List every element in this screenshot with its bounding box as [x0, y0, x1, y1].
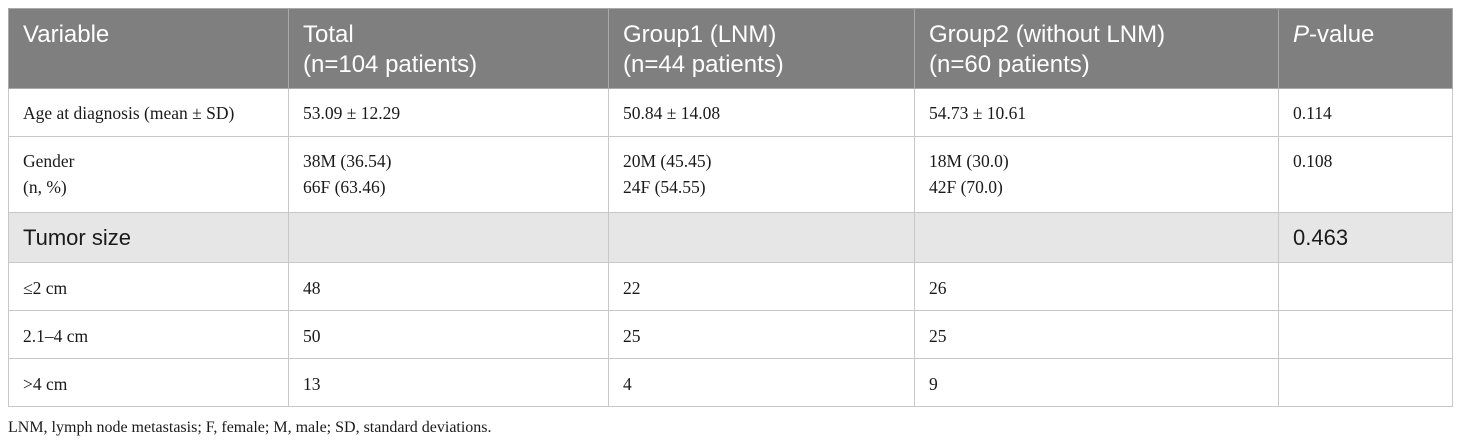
cell-p-value: [1278, 310, 1453, 359]
table-row: >4 cm 13 4 9: [8, 358, 1453, 407]
cell-group2-female: 42F (70.0): [929, 177, 1003, 197]
header-group2-count: (n=60 patients): [929, 51, 1090, 78]
header-group1: Group1 (LNM) (n=44 patients): [608, 8, 915, 89]
cell-variable-line1: Gender: [23, 151, 75, 171]
table-row: ≤2 cm 48 22 26: [8, 262, 1453, 311]
header-p-rest: -value: [1309, 21, 1375, 48]
data-table-container: Variable Total (n=104 patients) Group1 (…: [8, 8, 1453, 407]
cell-group2: 18M (30.0) 42F (70.0): [914, 136, 1279, 213]
header-group1-label: Group1 (LNM): [623, 21, 777, 48]
header-p-italic: P: [1293, 21, 1310, 48]
cell-group2-male: 18M (30.0): [929, 151, 1009, 171]
cell-variable: ≤2 cm: [8, 262, 289, 311]
cell-group2: 54.73 ± 10.61: [914, 88, 1279, 137]
cell-total: [288, 212, 609, 263]
cell-group1: 22: [608, 262, 915, 311]
cell-p-value: 0.108: [1278, 136, 1453, 213]
cell-variable: >4 cm: [8, 358, 289, 407]
cell-group1: [608, 212, 915, 263]
cell-variable: Age at diagnosis (mean ± SD): [8, 88, 289, 137]
cell-group1-male: 20M (45.45): [623, 151, 712, 171]
cell-p-value: [1278, 262, 1453, 311]
cell-group1: 50.84 ± 14.08: [608, 88, 915, 137]
table-row: Age at diagnosis (mean ± SD) 53.09 ± 12.…: [8, 88, 1453, 137]
cell-total: 13: [288, 358, 609, 407]
cell-group2: 25: [914, 310, 1279, 359]
cell-total: 53.09 ± 12.29: [288, 88, 609, 137]
header-group2: Group2 (without LNM) (n=60 patients): [914, 8, 1279, 89]
cell-variable: 2.1–4 cm: [8, 310, 289, 359]
table-footnote: LNM, lymph node metastasis; F, female; M…: [8, 419, 492, 436]
cell-group1-female: 24F (54.55): [623, 177, 706, 197]
cell-total-female: 66F (63.46): [303, 177, 386, 197]
header-variable-label: Variable: [23, 21, 110, 48]
header-p-value: P-value: [1278, 8, 1453, 89]
header-total: Total (n=104 patients): [288, 8, 609, 89]
cell-group1: 20M (45.45) 24F (54.55): [608, 136, 915, 213]
cell-p-value: 0.463: [1278, 212, 1453, 263]
header-group2-label: Group2 (without LNM): [929, 21, 1166, 48]
cell-total: 50: [288, 310, 609, 359]
cell-variable: Gender (n, %): [8, 136, 289, 213]
cell-total-male: 38M (36.54): [303, 151, 392, 171]
header-variable: Variable: [8, 8, 289, 89]
header-row: Variable Total (n=104 patients) Group1 (…: [8, 8, 1453, 89]
header-total-label: Total: [303, 21, 354, 48]
cell-variable: Tumor size: [8, 212, 289, 263]
table-row: Gender (n, %) 38M (36.54) 66F (63.46) 20…: [8, 136, 1453, 213]
header-group1-count: (n=44 patients): [623, 51, 784, 78]
cell-p-value: 0.114: [1278, 88, 1453, 137]
cell-total: 48: [288, 262, 609, 311]
header-p-value-label: P-value: [1293, 20, 1438, 50]
header-total-count: (n=104 patients): [303, 51, 478, 78]
table-row: 2.1–4 cm 50 25 25: [8, 310, 1453, 359]
cell-total: 38M (36.54) 66F (63.46): [288, 136, 609, 213]
cell-group2: 9: [914, 358, 1279, 407]
table-row-section: Tumor size 0.463: [8, 212, 1453, 263]
table-header: Variable Total (n=104 patients) Group1 (…: [8, 8, 1453, 89]
table-body: Age at diagnosis (mean ± SD) 53.09 ± 12.…: [8, 88, 1453, 407]
cell-group2: [914, 212, 1279, 263]
cell-p-value: [1278, 358, 1453, 407]
cell-group2: 26: [914, 262, 1279, 311]
patient-characteristics-table: Variable Total (n=104 patients) Group1 (…: [8, 8, 1453, 407]
cell-group1: 25: [608, 310, 915, 359]
cell-group1: 4: [608, 358, 915, 407]
cell-variable-line2: (n, %): [23, 177, 67, 197]
